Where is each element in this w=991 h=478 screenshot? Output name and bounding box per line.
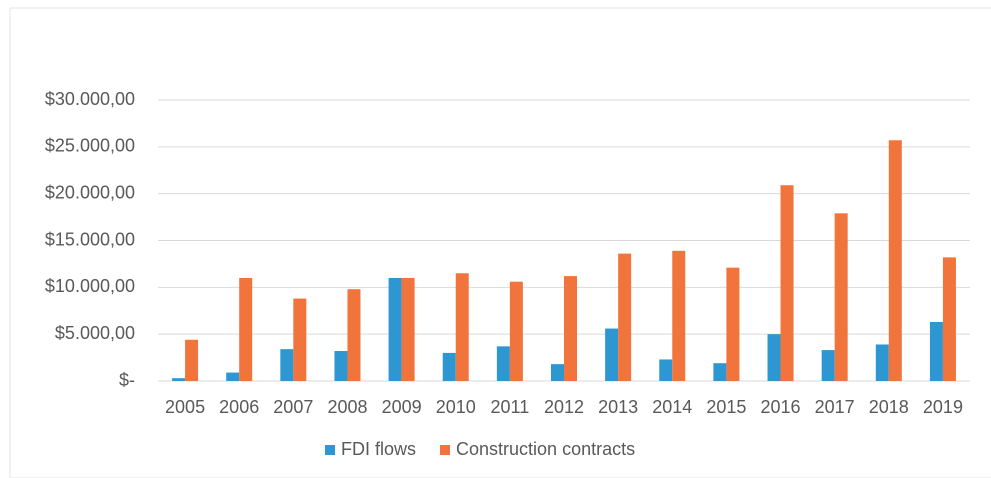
legend-label: FDI flows: [341, 439, 416, 459]
x-tick-label: 2012: [544, 397, 584, 417]
bar: [929, 321, 943, 381]
bar: [455, 273, 469, 381]
y-tick-label: $30.000,00: [45, 89, 135, 109]
x-tick-label: 2014: [652, 397, 692, 417]
bar: [226, 372, 240, 381]
bar: [605, 328, 619, 381]
y-tick-label: $25.000,00: [45, 136, 135, 156]
y-tick-label: $-: [119, 370, 135, 390]
bar: [442, 352, 456, 381]
legend-swatch: [325, 445, 335, 455]
bar: [875, 344, 889, 381]
x-tick-label: 2019: [923, 397, 963, 417]
x-tick-label: 2005: [165, 397, 205, 417]
x-tick-label: 2016: [761, 397, 801, 417]
bar: [888, 140, 902, 381]
bar: [239, 277, 253, 381]
bar: [185, 339, 199, 381]
bar: [767, 334, 781, 381]
legend-label: Construction contracts: [456, 439, 635, 459]
bar: [293, 298, 307, 381]
bar: [347, 289, 361, 381]
x-tick-label: 2011: [491, 397, 530, 417]
x-tick-label: 2009: [382, 397, 422, 417]
bar: [780, 185, 794, 381]
y-tick-label: $20.000,00: [45, 182, 135, 202]
y-tick-label: $5.000,00: [55, 323, 135, 343]
bar: [401, 277, 415, 381]
bar: [713, 363, 727, 381]
bar: [496, 346, 510, 381]
x-tick-label: 2010: [436, 397, 476, 417]
bar: [726, 267, 740, 381]
x-tick-label: 2006: [219, 397, 259, 417]
bar: [618, 253, 632, 381]
bar: [564, 276, 577, 381]
x-tick-label: 2015: [706, 397, 746, 417]
bar: [334, 351, 348, 381]
x-tick-label: 2008: [327, 397, 367, 417]
bar: [172, 378, 186, 381]
bar: [942, 257, 956, 381]
chart-frame: [9, 7, 991, 478]
y-tick-label: $15.000,00: [45, 229, 135, 249]
x-tick-label: 2013: [598, 397, 638, 417]
bar: [834, 213, 848, 381]
bar: [672, 250, 686, 381]
bar: [821, 350, 835, 381]
bar: [280, 349, 294, 381]
x-tick-label: 2007: [273, 397, 313, 417]
legend-swatch: [440, 445, 451, 455]
bar: [388, 277, 402, 381]
y-tick-label: $10.000,00: [45, 276, 135, 296]
x-tick-label: 2018: [869, 397, 909, 417]
x-tick-label: 2017: [815, 397, 855, 417]
bar: [509, 281, 523, 381]
bar: [659, 359, 673, 381]
bar: [551, 364, 564, 381]
